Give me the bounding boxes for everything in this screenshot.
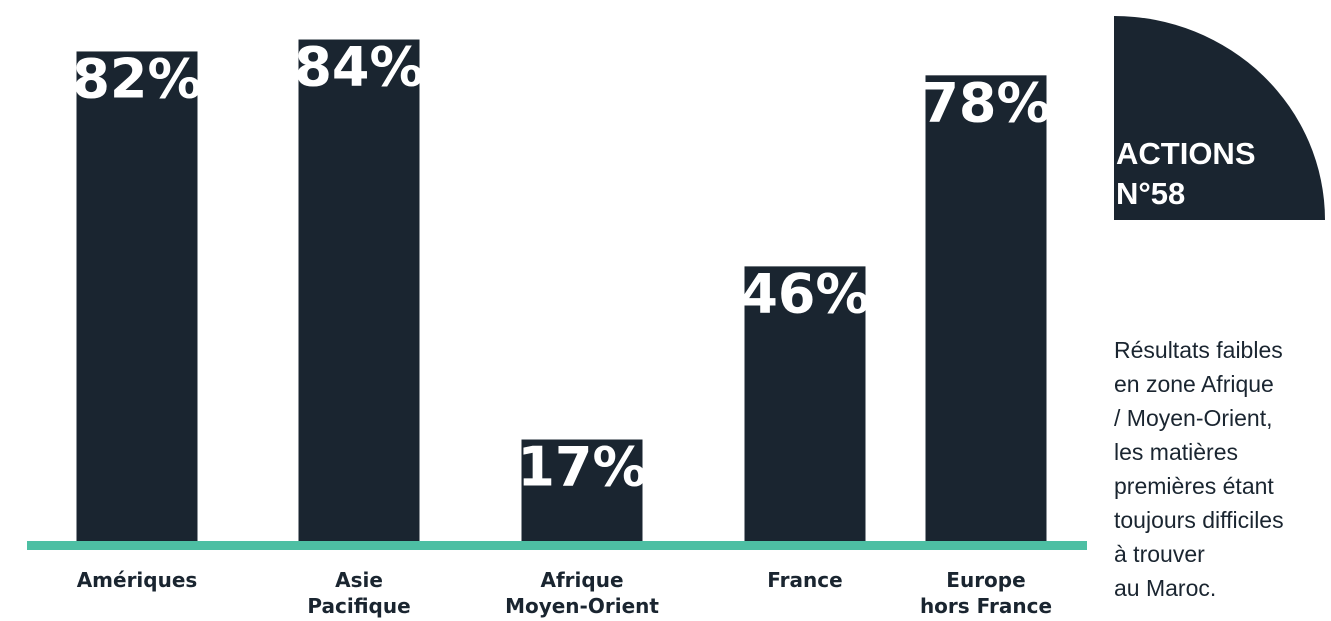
note-line: en zone Afrique [1114,371,1274,397]
actions-badge-text: ACTIONS N°58 [1116,134,1256,214]
category-label: hors France [920,594,1052,618]
category-label: Amériques [77,568,198,592]
note-line: toujours difficiles [1114,507,1284,533]
category-label: Asie [335,568,383,592]
note-line: premières étant [1114,473,1274,499]
bar-4 [925,75,1047,541]
badge-line-2: N°58 [1116,176,1186,211]
bar-1 [298,39,420,542]
note-line: à trouver [1114,541,1205,567]
bar-value-label: 46% [740,262,869,325]
category-label: Europe [946,568,1025,592]
category-label: Moyen-Orient [505,594,659,618]
category-label: Afrique [540,568,623,592]
category-label: France [767,568,842,592]
category-label: Pacifique [307,594,410,618]
bar-value-label: 82% [72,47,201,110]
bar-value-label: 17% [517,436,646,499]
bar-value-label: 84% [294,36,423,99]
chart-baseline [27,541,1087,550]
bar-value-label: 78% [921,71,1050,134]
note-line: / Moyen-Orient, [1114,405,1273,431]
bar-3 [744,266,866,541]
bar-0 [76,51,198,542]
chart-note: Résultats faibles en zone Afrique / Moye… [1114,333,1331,605]
note-line: au Maroc. [1114,575,1217,601]
note-line: les matières [1114,439,1238,465]
badge-line-1: ACTIONS [1116,136,1256,171]
note-line: Résultats faibles [1114,337,1283,363]
bar-2 [521,439,643,541]
